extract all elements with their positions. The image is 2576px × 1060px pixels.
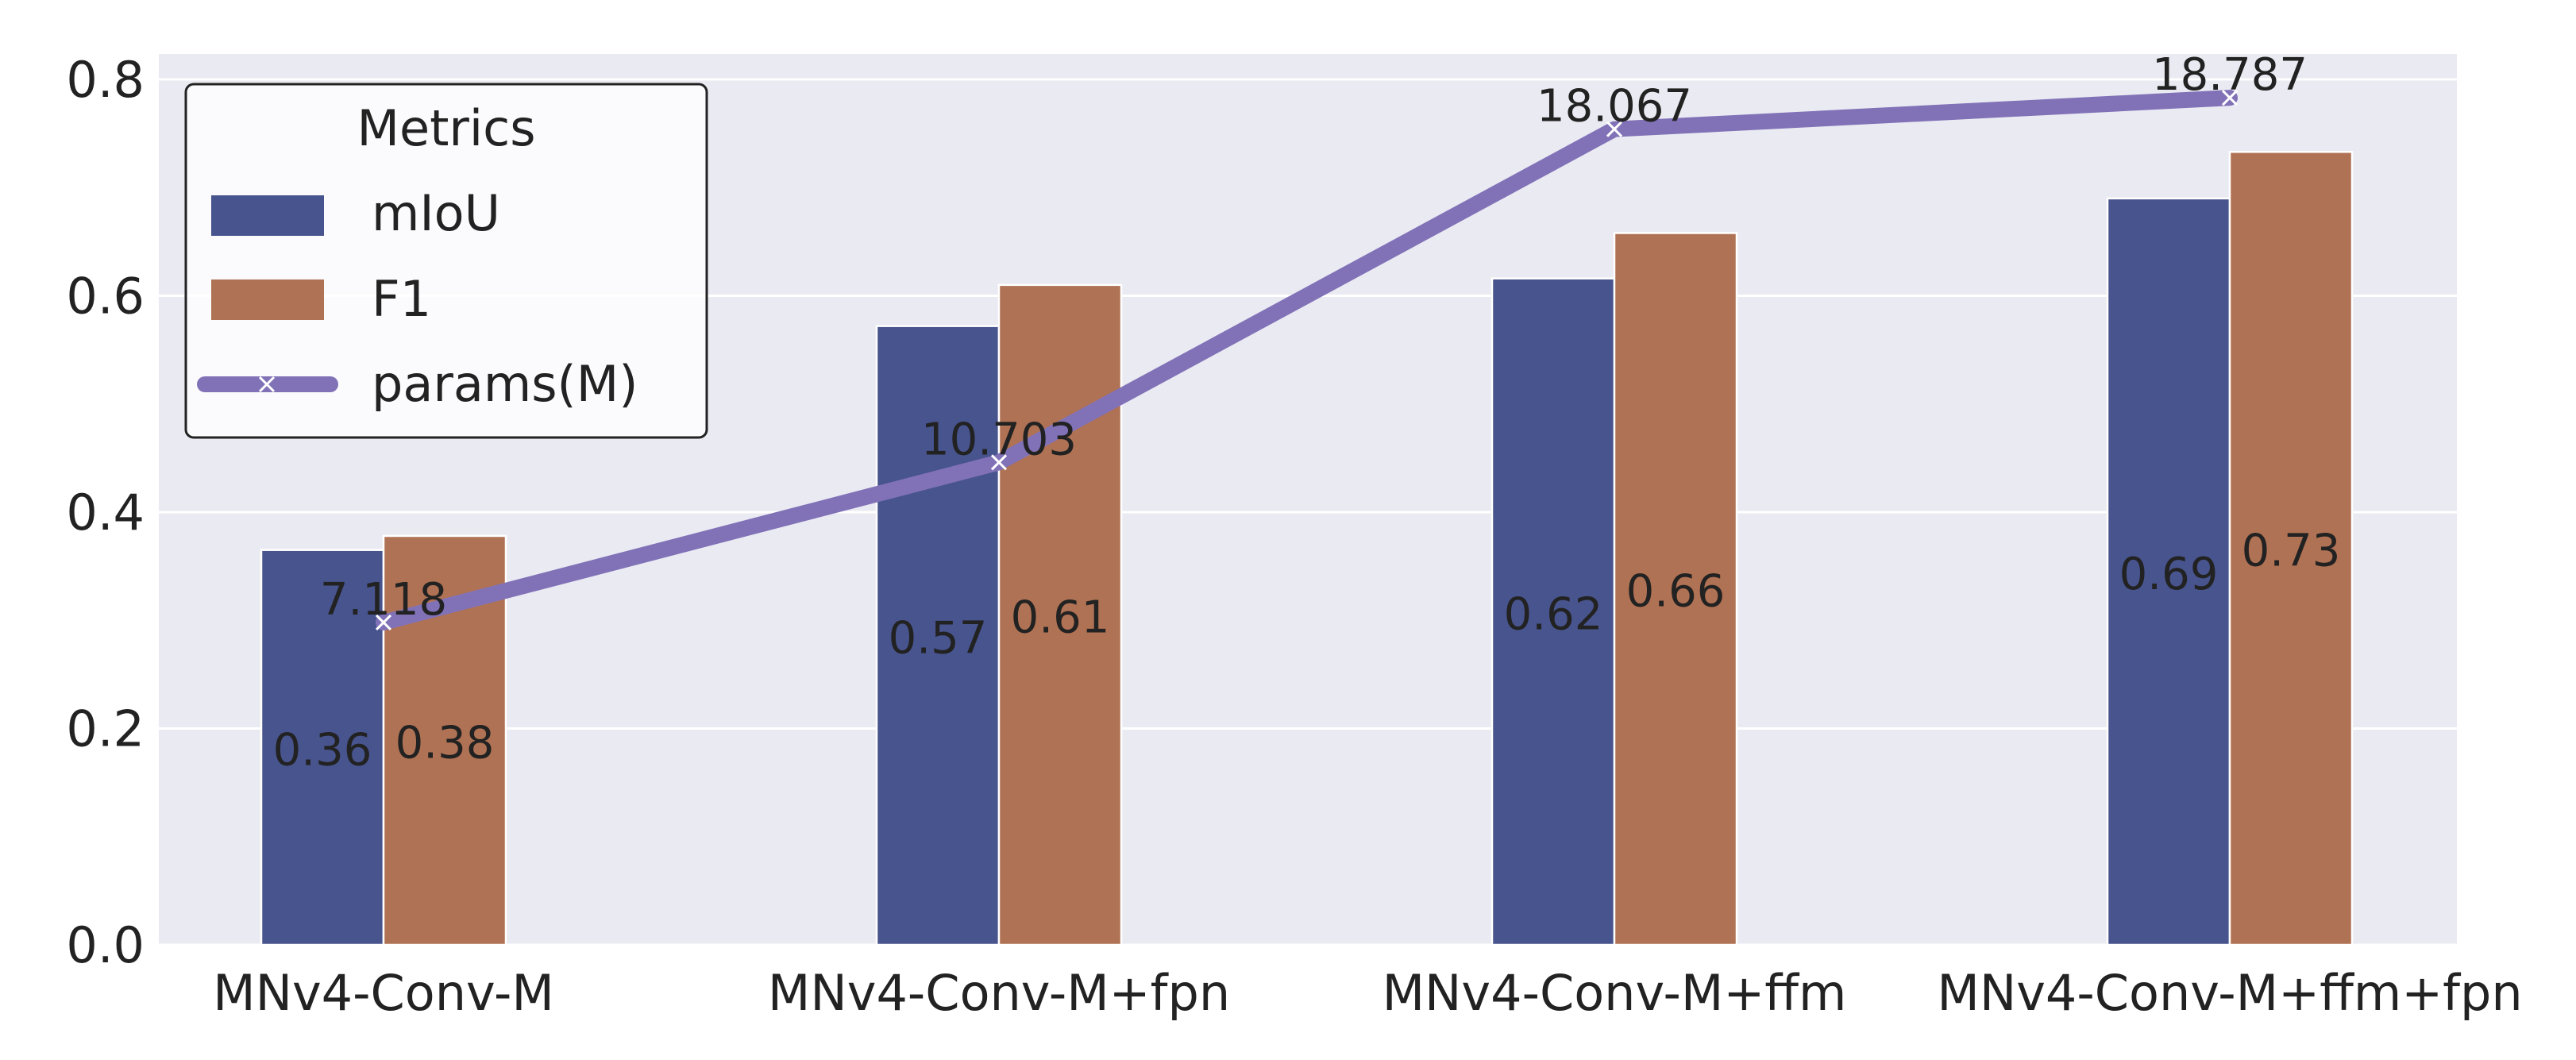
legend-label-f1: F1 xyxy=(372,270,431,328)
y-tick-label: 0.6 xyxy=(66,268,145,326)
legend-swatch-miou xyxy=(211,195,324,236)
legend: Metrics mIoU F1 params(M) xyxy=(184,83,708,439)
bar-value-label: 0.36 xyxy=(273,724,372,776)
params-point-marker xyxy=(2221,90,2239,106)
bar-f1-2 xyxy=(1613,232,1738,946)
x-tick-label: MNv4-Conv-M+ffm+fpn xyxy=(1937,964,2522,1022)
bar-value-label: 0.61 xyxy=(1011,592,1110,643)
legend-swatch-f1 xyxy=(211,279,324,320)
bar-value-label: 0.66 xyxy=(1626,566,1726,618)
legend-box xyxy=(184,83,708,439)
y-tick-label: 0.4 xyxy=(66,484,145,542)
y-tick-label: 0.8 xyxy=(66,51,145,109)
params-point-marker xyxy=(1606,121,1623,137)
params-value-label: 10.703 xyxy=(921,414,1077,465)
bar-miou-0 xyxy=(260,549,385,946)
legend-label-params: params(M) xyxy=(372,355,638,413)
params-line xyxy=(376,90,2238,630)
bar-value-label: 0.73 xyxy=(2242,526,2341,577)
y-tick-label: 0.0 xyxy=(66,916,145,974)
params-value-label: 18.787 xyxy=(2152,49,2308,101)
bar-f1-1 xyxy=(997,283,1123,946)
bar-f1-3 xyxy=(2228,151,2354,946)
params-value-label: 18.067 xyxy=(1537,81,1692,133)
bar-miou-2 xyxy=(1490,277,1616,946)
bar-value-label: 0.57 xyxy=(889,612,988,664)
bar-miou-1 xyxy=(875,325,1001,946)
y-tick-label: 0.2 xyxy=(66,700,145,758)
x-tick-label: MNv4-Conv-M xyxy=(213,964,554,1022)
params-value-label: 7.118 xyxy=(320,574,447,626)
bar-value-label: 0.69 xyxy=(2119,549,2219,600)
params-point-marker xyxy=(990,454,1008,471)
bar-value-label: 0.62 xyxy=(1504,588,1603,640)
legend-marker-params xyxy=(258,376,276,393)
legend-label-miou: mIoU xyxy=(372,184,500,242)
x-tick-label: MNv4-Conv-M+fpn xyxy=(768,964,1230,1022)
x-tick-label: MNv4-Conv-M+ffm xyxy=(1382,964,1847,1022)
bar-value-label: 0.38 xyxy=(395,717,495,769)
params-point-marker xyxy=(375,614,392,631)
legend-title: Metrics xyxy=(357,99,535,157)
